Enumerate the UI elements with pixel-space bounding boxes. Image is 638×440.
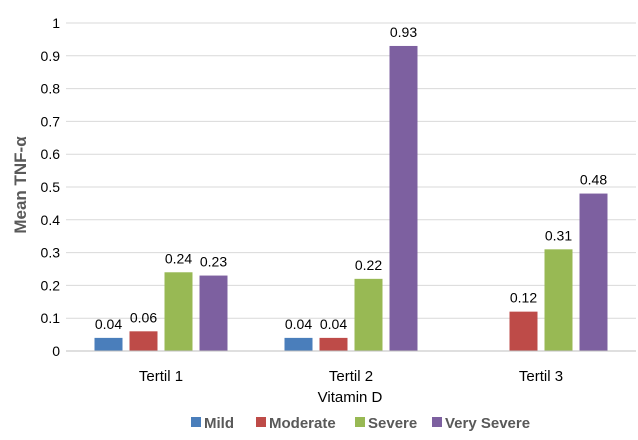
y-tick-label: 0.8	[41, 81, 61, 97]
legend-label: Severe	[368, 415, 417, 432]
y-tick-label: 0.5	[41, 179, 61, 195]
y-tick-label: 0.2	[41, 277, 61, 293]
y-tick-label: 0.4	[41, 212, 61, 228]
data-label: 0.22	[355, 257, 382, 273]
bar-mild	[94, 337, 123, 351]
bar-moderate	[129, 331, 158, 351]
y-tick-label: 0	[52, 343, 60, 359]
legend-label: Very Severe	[445, 415, 530, 432]
legend-swatch	[256, 417, 266, 427]
bar-moderate	[319, 337, 348, 351]
data-label: 0.23	[200, 254, 227, 270]
x-tick-label: Tertil 3	[519, 368, 563, 385]
bar-mild	[284, 337, 313, 351]
gridlines	[66, 22, 636, 319]
data-label: 0.04	[285, 316, 312, 332]
data-label: 0.93	[390, 24, 417, 40]
data-label: 0.31	[545, 227, 572, 243]
legend-swatch	[191, 417, 201, 427]
data-label: 0.48	[580, 172, 607, 188]
y-tick-label: 0.3	[41, 245, 61, 261]
bar-severe	[164, 272, 193, 351]
y-axis-tick-labels: 0 0.1 0.2 0.3 0.4 0.5 0.6 0.7 0.8 0.9 1	[41, 15, 61, 359]
x-tick-label: Tertil 2	[329, 368, 373, 385]
bar-very-severe	[389, 45, 418, 352]
y-tick-label: 0.6	[41, 146, 61, 162]
x-axis-title: Vitamin D	[318, 389, 383, 406]
bar-very-severe	[579, 193, 608, 351]
bar-very-severe	[199, 275, 228, 351]
x-tick-label: Tertil 1	[139, 368, 183, 385]
legend-swatch	[432, 417, 442, 427]
bar-severe	[544, 249, 573, 351]
legend: Mild Moderate Severe Very Severe	[191, 415, 530, 432]
data-label: 0.24	[165, 250, 192, 266]
data-label: 0.04	[320, 316, 347, 332]
data-label: 0.12	[510, 290, 537, 306]
data-labels: 0.04 0.06 0.24 0.23 0.04 0.04 0.22 0.93 0.12 0.31…	[95, 24, 607, 332]
bar-severe	[354, 278, 383, 351]
y-tick-label: 1	[52, 15, 60, 31]
y-tick-label: 0.7	[41, 113, 61, 129]
data-label: 0.06	[130, 309, 157, 325]
bar-moderate	[509, 311, 538, 351]
legend-label: Moderate	[269, 415, 336, 432]
y-axis-title: Mean TNF-α	[11, 136, 30, 234]
bars	[94, 45, 608, 352]
x-axis-tick-labels: Tertil 1 Tertil 2 Tertil 3	[139, 368, 563, 385]
data-label: 0.04	[95, 316, 122, 332]
y-tick-label: 0.1	[41, 310, 61, 326]
legend-swatch	[355, 417, 365, 427]
legend-label: Mild	[204, 415, 234, 432]
y-tick-label: 0.9	[41, 48, 61, 64]
